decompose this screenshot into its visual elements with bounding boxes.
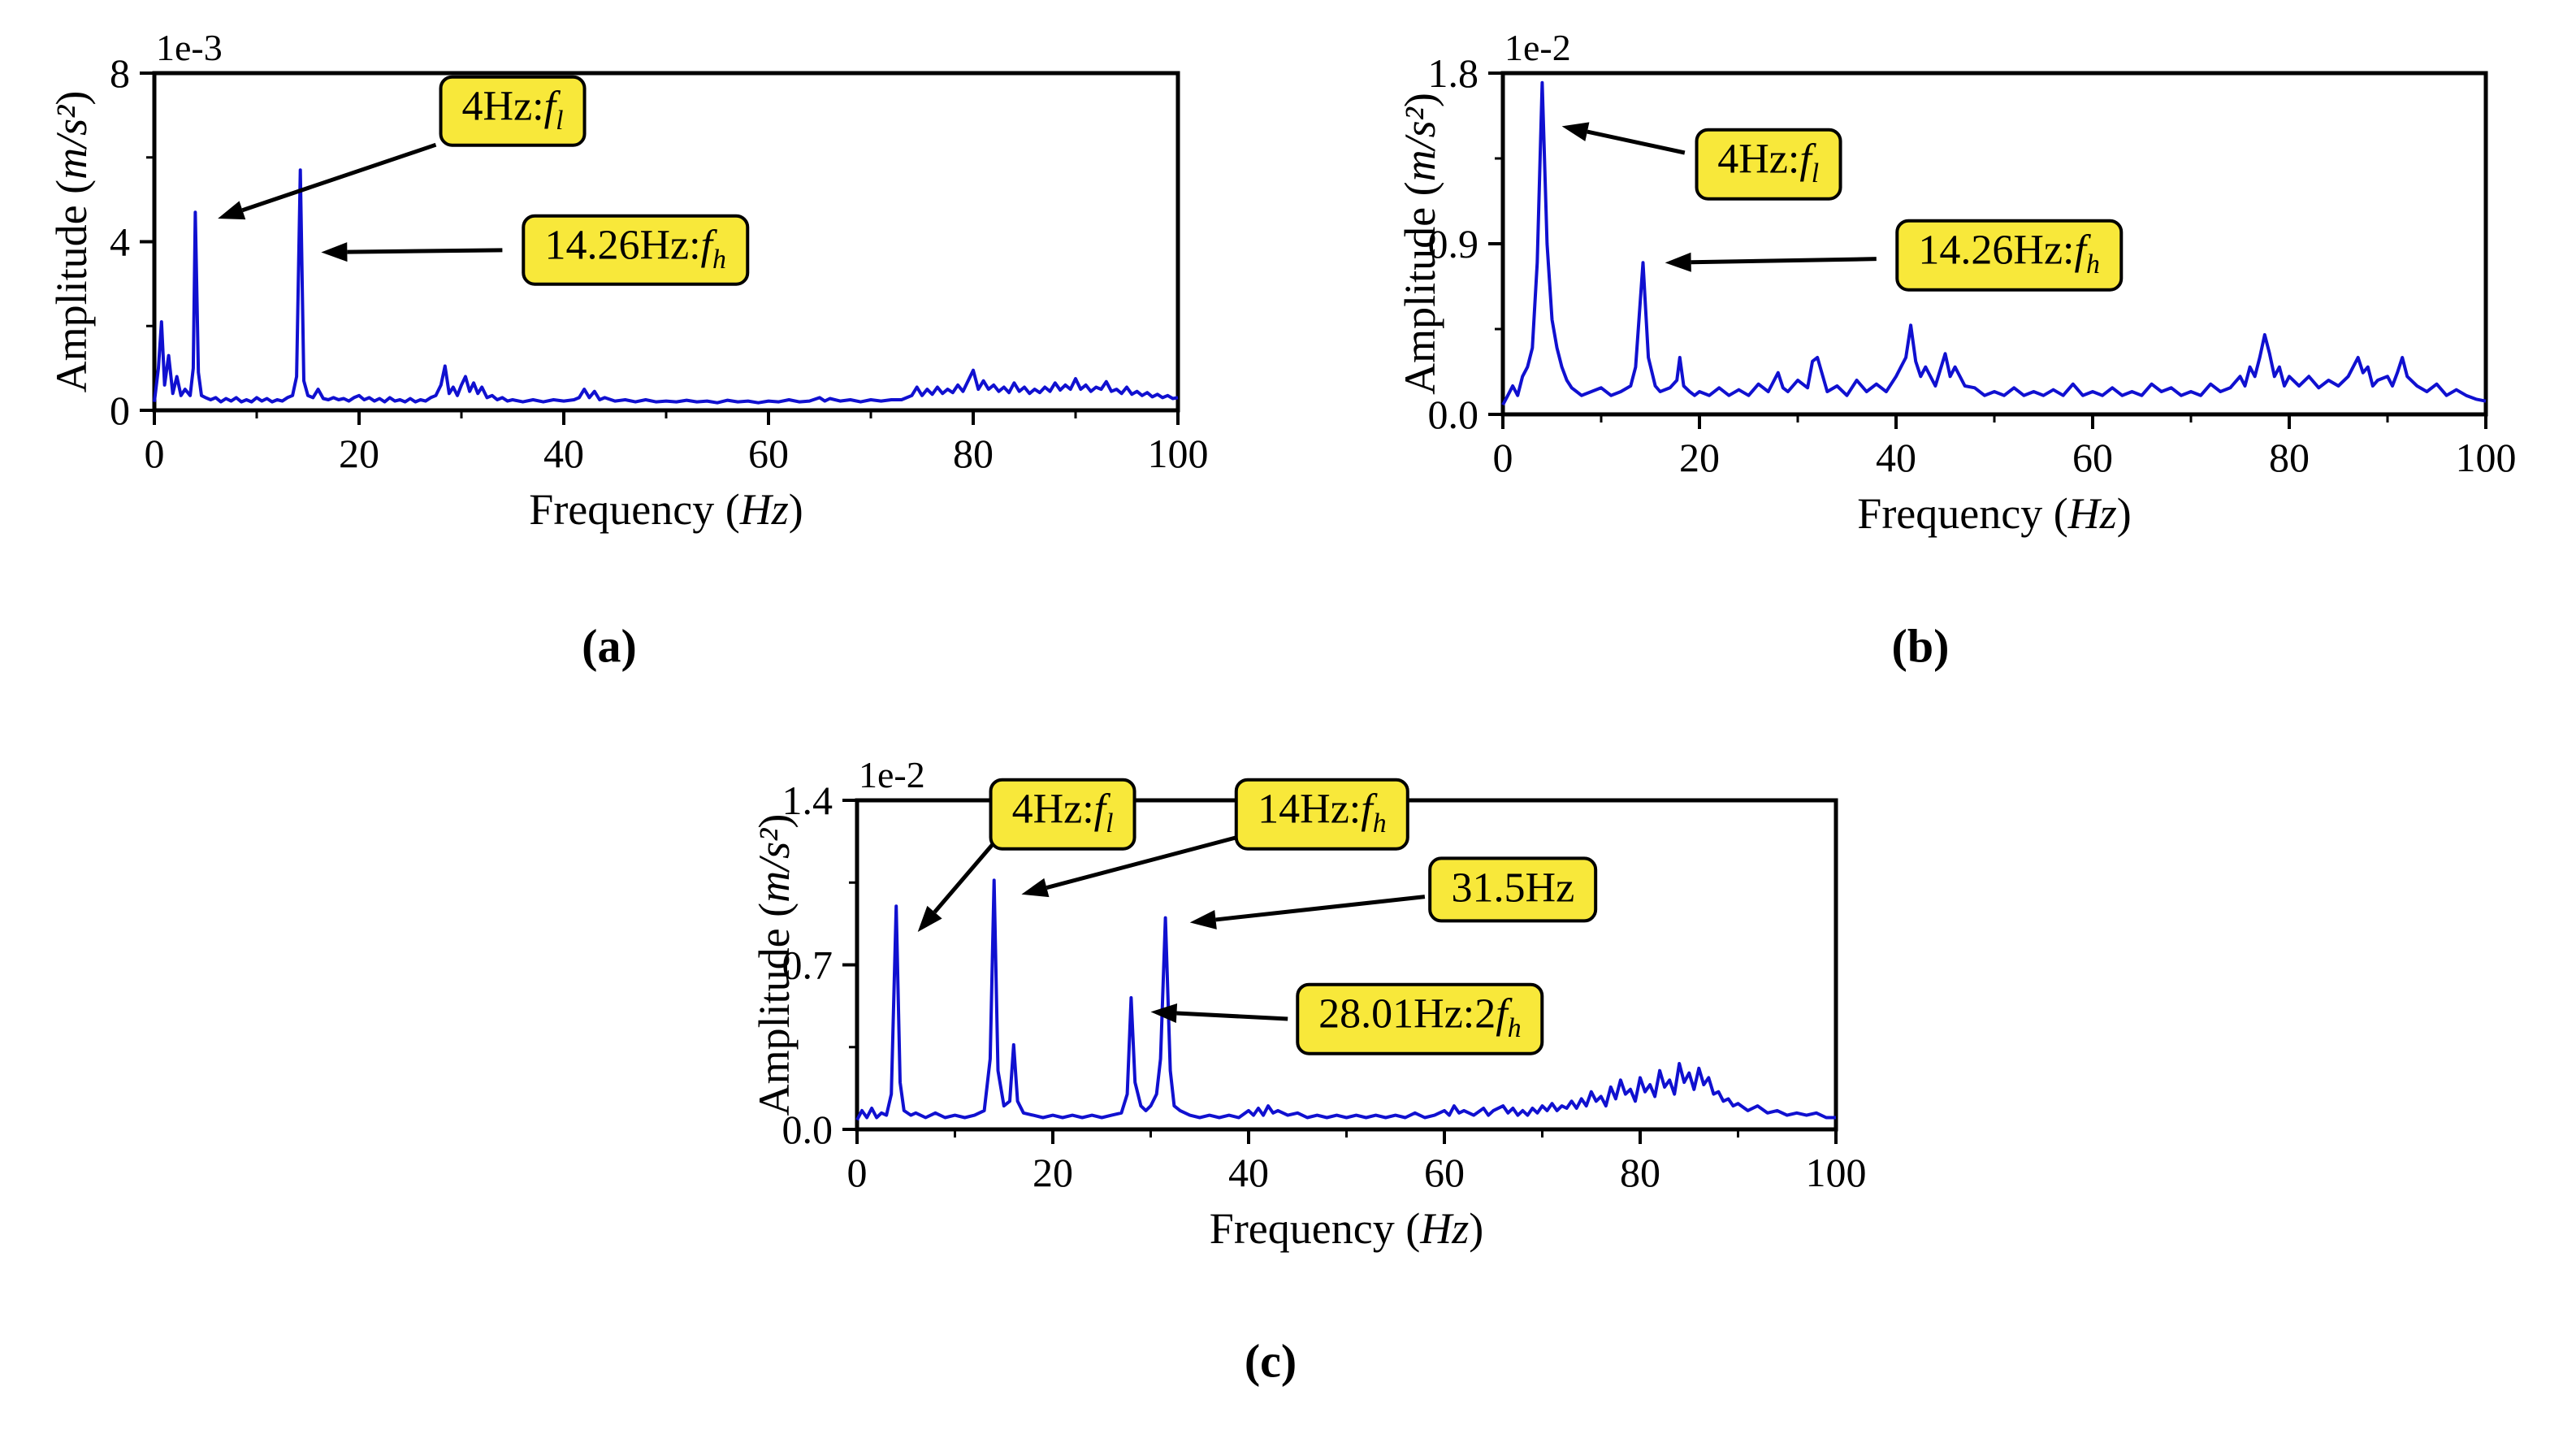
x-tick-label: 100 <box>2456 435 2517 480</box>
caption-b: (b) <box>1891 619 1950 673</box>
annotation-box: 4Hz:fl <box>989 778 1136 851</box>
x-tick-label: 40 <box>1876 435 1916 480</box>
y-tick-label: 4 <box>110 219 130 265</box>
annotation-text: 14.26Hz: <box>1918 227 2075 274</box>
x-tick-label: 0 <box>145 431 165 476</box>
annotation-arrow <box>218 142 437 220</box>
annotation-sub: l <box>556 105 564 136</box>
y-tick-label: 1.8 <box>1428 50 1479 96</box>
y-tick-label: 0 <box>110 388 130 433</box>
x-tick-label: 100 <box>1806 1150 1867 1195</box>
x-tick-label: 40 <box>543 431 584 476</box>
y-tick-label: 0.9 <box>1428 221 1479 266</box>
x-tick-label: 60 <box>748 431 789 476</box>
annotation-var: f <box>2074 227 2086 274</box>
annotation-arrow <box>1561 122 1686 155</box>
y-scale-label: 1e-2 <box>859 754 925 795</box>
x-axis-label: Frequency (Hz) <box>529 485 803 534</box>
annotation-text: 31.5Hz <box>1451 864 1575 912</box>
x-tick-label: 20 <box>339 431 379 476</box>
x-tick-label: 60 <box>2072 435 2113 480</box>
x-tick-label: 80 <box>953 431 994 476</box>
annotation-var: f <box>1799 136 1812 183</box>
x-tick-label: 60 <box>1424 1150 1465 1195</box>
x-tick-label: 100 <box>1148 431 1209 476</box>
x-tick-label: 40 <box>1228 1150 1269 1195</box>
annotation-sub: l <box>1106 808 1114 839</box>
plot-svg: 0 20 40 60 80 100 0 4 8 1e-3 Frequency (Hz) Amplitu… <box>47 27 1209 534</box>
annotation-sub: h <box>1372 808 1387 839</box>
annotation-var: f <box>1093 786 1106 834</box>
annotation-sub: l <box>1811 158 1820 189</box>
annotation-box: 28.01Hz:2fh <box>1296 982 1544 1055</box>
y-tick-label: 0.7 <box>782 942 833 988</box>
annotation-box: 14Hz:fh <box>1235 778 1409 851</box>
y-axis-label: Amplitude (m/s²) <box>751 814 799 1116</box>
y-scale-label: 1e-3 <box>156 27 223 68</box>
x-tick-label: 0 <box>1493 435 1513 480</box>
plot-svg: 0 20 40 60 80 100 0.0 0.7 1.4 1e-2 Frequency (Hz) A… <box>750 754 1867 1253</box>
x-tick-label: 20 <box>1679 435 1720 480</box>
annotation-arrow <box>321 242 503 262</box>
y-tick-label: 1.4 <box>782 778 833 823</box>
spectrum-line <box>1501 80 2487 406</box>
x-tick-label: 0 <box>847 1150 868 1195</box>
y-tick-label: 0.0 <box>1428 392 1479 437</box>
annotation-var: f <box>1496 990 1508 1038</box>
annotation-text: 4Hz: <box>461 83 544 130</box>
annotation-box: 14.26Hz:fh <box>1895 219 2123 292</box>
annotation-var: f <box>700 222 713 269</box>
annotation-text: 4Hz: <box>1011 786 1094 834</box>
x-tick-label: 20 <box>1033 1150 1073 1195</box>
plot-svg: 0 20 40 60 80 100 0.0 0.9 1.8 1e-2 Frequency (Hz) A… <box>1396 27 2517 538</box>
y-tick-label: 8 <box>110 50 130 96</box>
annotation-arrow <box>1150 1003 1288 1023</box>
annotation-text: 14Hz: <box>1258 786 1362 834</box>
annotation-var: f <box>1361 786 1373 834</box>
annotation-sub: h <box>1507 1013 1522 1044</box>
annotation-coef: 2 <box>1474 990 1496 1038</box>
annotation-var: f <box>543 83 556 130</box>
x-axis-label: Frequency (Hz) <box>1857 489 2131 538</box>
annotation-box: 31.5Hz <box>1428 856 1598 923</box>
annotation-text: 4Hz: <box>1717 136 1800 183</box>
annotation-box: 14.26Hz:fh <box>522 214 749 287</box>
plot-area <box>1500 71 2488 417</box>
caption-a: (a) <box>582 619 637 673</box>
y-tick-label: 0.0 <box>782 1107 833 1152</box>
annotation-arrow <box>1021 833 1245 898</box>
x-tick-label: 80 <box>2269 435 2310 480</box>
annotation-arrow <box>1665 252 1877 272</box>
annotation-sub: h <box>2085 249 2100 280</box>
annotation-text: 28.01Hz: <box>1318 990 1475 1038</box>
annotation-box: 4Hz:fl <box>439 75 587 147</box>
caption-c: (c) <box>1244 1334 1297 1388</box>
chart-a: 0 20 40 60 80 100 0 4 8 1e-3 Frequency (Hz) Amplitu… <box>47 16 1219 585</box>
spectrum-line <box>855 878 1836 1121</box>
annotation-arrow <box>1189 895 1426 930</box>
y-axis-label: Amplitude (m/s²) <box>49 91 96 393</box>
annotation-sub: h <box>712 244 726 275</box>
x-tick-label: 80 <box>1620 1150 1660 1195</box>
annotation-box: 4Hz:fl <box>1695 128 1842 201</box>
annotation-text: 14.26Hz: <box>544 222 701 269</box>
x-axis-label: Frequency (Hz) <box>1210 1204 1483 1253</box>
annotation-arrow <box>917 841 996 932</box>
chart-b: 0 20 40 60 80 100 0.0 0.9 1.8 1e-2 Frequency (Hz) A… <box>1396 16 2576 585</box>
chart-c: 0 20 40 60 80 100 0.0 0.7 1.4 1e-2 Frequency (Hz) A… <box>750 743 1921 1312</box>
y-scale-label: 1e-2 <box>1504 27 1571 68</box>
y-axis-label: Amplitude (m/s²) <box>1397 93 1444 395</box>
spectrum-line <box>153 168 1179 405</box>
